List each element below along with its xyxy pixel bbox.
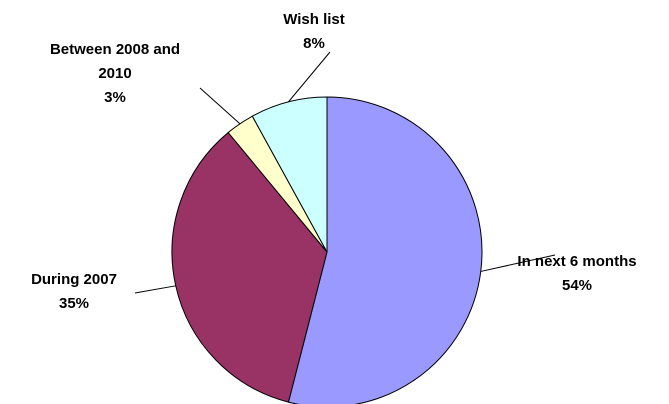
pie-slices (171, 96, 483, 404)
pie-slice-in-next-6-months (287, 96, 483, 404)
slice-value-wish-list: 8% (303, 35, 325, 52)
leader-line-in-next-6-months (480, 254, 556, 272)
slice-label-during-2007: During 2007 (31, 271, 117, 288)
slice-label-wish-list: Wish list (283, 11, 345, 28)
slice-value-during-2007: 35% (59, 295, 89, 312)
leader-line-wish-list (288, 51, 331, 103)
slice-value-between-2008-2010: 3% (104, 89, 126, 106)
slice-label-in-next-6-months: In next 6 months (517, 253, 636, 270)
leader-line-during-2007 (134, 285, 176, 294)
leader-line-between-2008-and-2010 (199, 87, 241, 125)
leader-lines (134, 51, 556, 294)
slice-label-between-2008-2010-line2: 2010 (98, 65, 131, 82)
slice-label-between-2008-2010-line1: Between 2008 and (50, 41, 180, 58)
pie-slice-during-2007 (171, 131, 328, 403)
slice-value-in-next-6-months: 54% (562, 277, 592, 294)
